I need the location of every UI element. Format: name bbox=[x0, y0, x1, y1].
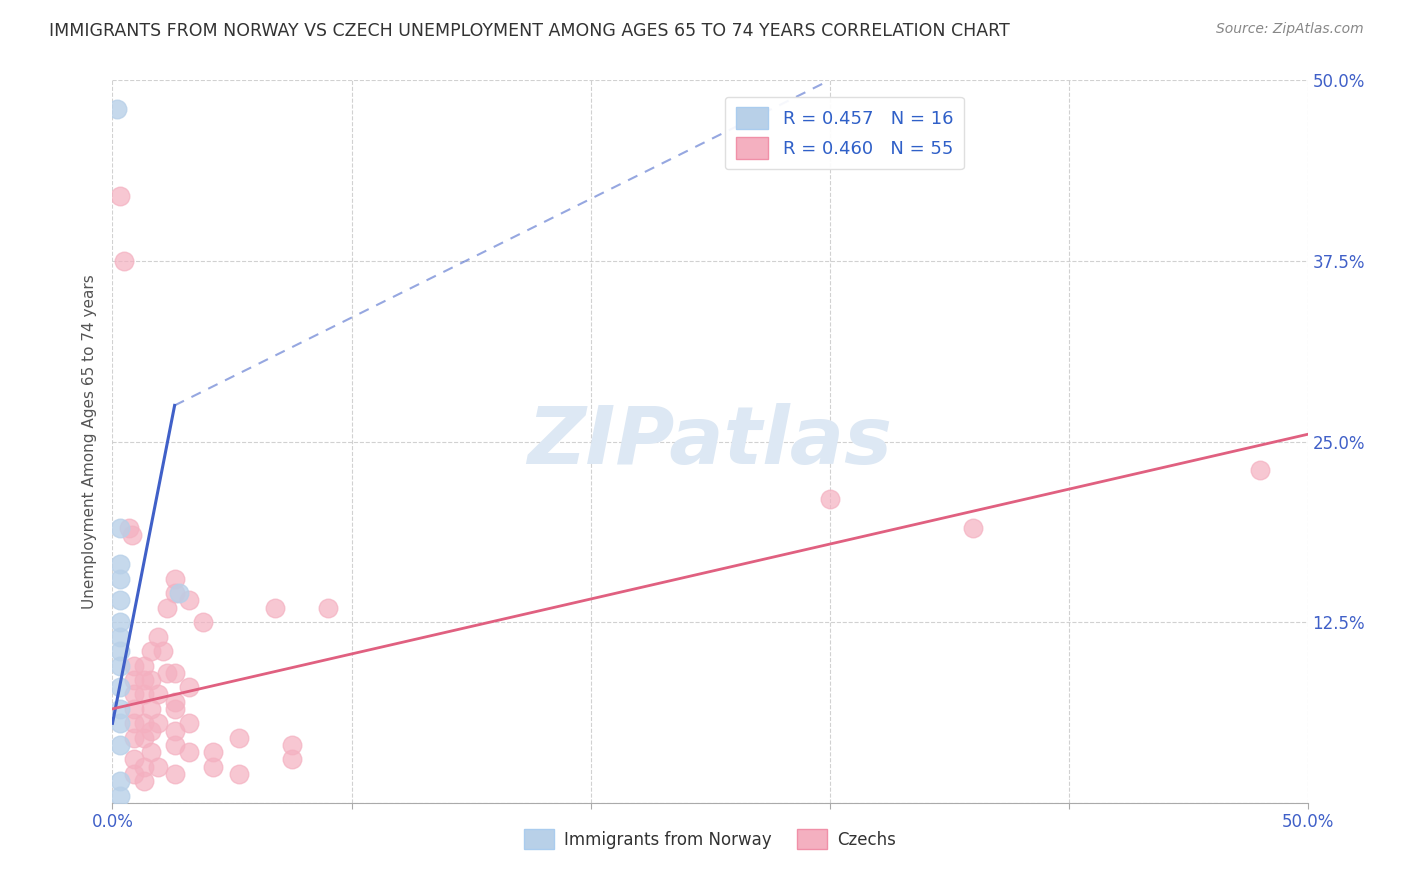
Point bbox=[132, 673, 155, 687]
Point bbox=[114, 253, 135, 268]
Point bbox=[108, 189, 131, 203]
Text: ZIPatlas: ZIPatlas bbox=[527, 402, 893, 481]
Point bbox=[264, 600, 287, 615]
Point bbox=[177, 716, 200, 731]
Point bbox=[146, 716, 169, 731]
Text: IMMIGRANTS FROM NORWAY VS CZECH UNEMPLOYMENT AMONG AGES 65 TO 74 YEARS CORRELATI: IMMIGRANTS FROM NORWAY VS CZECH UNEMPLOY… bbox=[49, 22, 1010, 40]
Point bbox=[108, 558, 131, 572]
Point bbox=[108, 630, 131, 644]
Point bbox=[132, 760, 155, 774]
Point bbox=[163, 695, 186, 709]
Point bbox=[139, 723, 162, 738]
Point bbox=[152, 644, 174, 658]
Point bbox=[139, 644, 162, 658]
Point bbox=[163, 767, 186, 781]
Point bbox=[118, 521, 141, 535]
Point bbox=[228, 731, 250, 745]
Y-axis label: Unemployment Among Ages 65 to 74 years: Unemployment Among Ages 65 to 74 years bbox=[82, 274, 97, 609]
Point bbox=[108, 593, 131, 607]
Point bbox=[108, 702, 131, 716]
Point bbox=[121, 528, 143, 542]
Point bbox=[163, 586, 186, 600]
Point bbox=[122, 673, 145, 687]
Point bbox=[122, 731, 145, 745]
Point bbox=[163, 738, 186, 752]
Point bbox=[146, 687, 169, 701]
Point bbox=[962, 521, 984, 535]
Point bbox=[201, 745, 224, 759]
Point bbox=[108, 521, 131, 535]
Point bbox=[132, 687, 155, 701]
Point bbox=[156, 665, 179, 680]
Point bbox=[108, 572, 131, 586]
Point bbox=[316, 600, 339, 615]
Point bbox=[108, 680, 131, 694]
Point bbox=[201, 760, 224, 774]
Point bbox=[177, 680, 200, 694]
Point bbox=[122, 702, 145, 716]
Point bbox=[1249, 463, 1271, 477]
Point bbox=[122, 716, 145, 731]
Point bbox=[818, 492, 841, 507]
Point bbox=[177, 745, 200, 759]
Point bbox=[193, 615, 215, 630]
Point bbox=[281, 752, 304, 766]
Point bbox=[139, 702, 162, 716]
Point bbox=[156, 600, 179, 615]
Point bbox=[132, 731, 155, 745]
Point bbox=[132, 658, 155, 673]
Point bbox=[122, 767, 145, 781]
Point bbox=[108, 738, 131, 752]
Point bbox=[163, 665, 186, 680]
Legend: Immigrants from Norway, Czechs: Immigrants from Norway, Czechs bbox=[517, 822, 903, 856]
Point bbox=[163, 572, 186, 586]
Point bbox=[177, 593, 200, 607]
Point bbox=[122, 658, 145, 673]
Point bbox=[122, 752, 145, 766]
Point bbox=[169, 586, 191, 600]
Point bbox=[108, 658, 131, 673]
Point bbox=[132, 774, 155, 789]
Point bbox=[108, 615, 131, 630]
Point bbox=[163, 723, 186, 738]
Point bbox=[139, 745, 162, 759]
Point bbox=[139, 673, 162, 687]
Point bbox=[281, 738, 304, 752]
Point bbox=[132, 716, 155, 731]
Point bbox=[228, 767, 250, 781]
Point bbox=[163, 702, 186, 716]
Point bbox=[122, 687, 145, 701]
Point bbox=[108, 774, 131, 789]
Text: Source: ZipAtlas.com: Source: ZipAtlas.com bbox=[1216, 22, 1364, 37]
Point bbox=[108, 716, 131, 731]
Point bbox=[146, 630, 169, 644]
Point bbox=[105, 102, 128, 116]
Point bbox=[108, 644, 131, 658]
Point bbox=[108, 789, 131, 803]
Point bbox=[146, 760, 169, 774]
